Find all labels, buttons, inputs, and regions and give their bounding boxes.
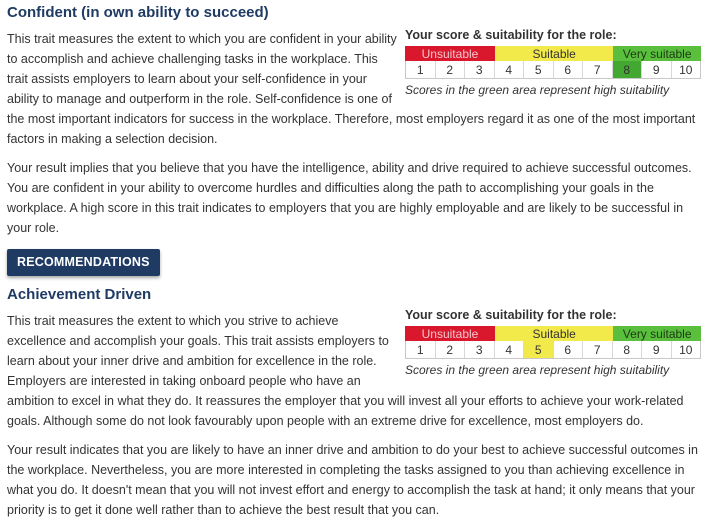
score-cell-selected: 5	[524, 341, 554, 358]
band-very-suitable: Very suitable	[613, 46, 701, 61]
score-title: Your score & suitability for the role:	[405, 308, 617, 322]
trait-result: Your result indicates that you are likel…	[7, 443, 698, 517]
trait-section-achievement: Achievement Driven Your score & suitabil…	[7, 286, 708, 520]
score-cell: 6	[554, 341, 583, 358]
score-cell: 2	[436, 61, 465, 78]
score-cell: 4	[495, 61, 524, 78]
score-scale: 1 2 3 4 5 6 7 8 9 10	[405, 61, 701, 79]
score-note: Scores in the green area represent high …	[405, 363, 670, 377]
score-scale: 1 2 3 4 5 6 7 8 9 10	[405, 341, 701, 359]
score-note: Scores in the green area represent high …	[405, 83, 670, 97]
score-cell: 5	[524, 61, 554, 78]
score-cell: 1	[406, 61, 436, 78]
score-cell: 6	[554, 61, 583, 78]
trait-result: Your result implies that you believe tha…	[7, 161, 692, 235]
suitability-bands: Unsuitable Suitable Very suitable	[405, 326, 701, 341]
band-suitable: Suitable	[494, 326, 614, 341]
band-unsuitable: Unsuitable	[405, 326, 495, 341]
score-panel: Your score & suitability for the role: U…	[405, 307, 701, 377]
score-cell: 3	[465, 341, 495, 358]
score-cell: 10	[679, 342, 693, 357]
score-cell: 9	[642, 341, 672, 358]
score-cell: 9	[642, 61, 672, 78]
trait-title: Achievement Driven	[7, 286, 152, 303]
suitability-bands: Unsuitable Suitable Very suitable	[405, 46, 701, 61]
trait-description: This trait measures the extent to which …	[7, 32, 696, 146]
band-suitable: Suitable	[494, 46, 614, 61]
score-cell: 7	[583, 341, 613, 358]
band-very-suitable: Very suitable	[613, 326, 701, 341]
score-cell: 7	[583, 61, 613, 78]
score-cell: 8	[613, 341, 642, 358]
trait-title: Confident (in own ability to succeed)	[7, 4, 269, 21]
recommendations-button[interactable]: RECOMMENDATIONS	[7, 249, 160, 276]
score-cell: 2	[436, 341, 465, 358]
band-unsuitable: Unsuitable	[405, 46, 495, 61]
score-cell-selected: 8	[612, 61, 642, 78]
trait-section-confident: Confident (in own ability to succeed) Yo…	[7, 0, 708, 238]
score-cell: 1	[406, 341, 436, 358]
score-title: Your score & suitability for the role:	[405, 28, 617, 42]
score-cell: 4	[495, 341, 524, 358]
score-panel: Your score & suitability for the role: U…	[405, 27, 701, 97]
score-cell: 10	[679, 62, 693, 77]
score-cell: 3	[465, 61, 495, 78]
trait-description: This trait measures the extent to which …	[7, 314, 684, 428]
